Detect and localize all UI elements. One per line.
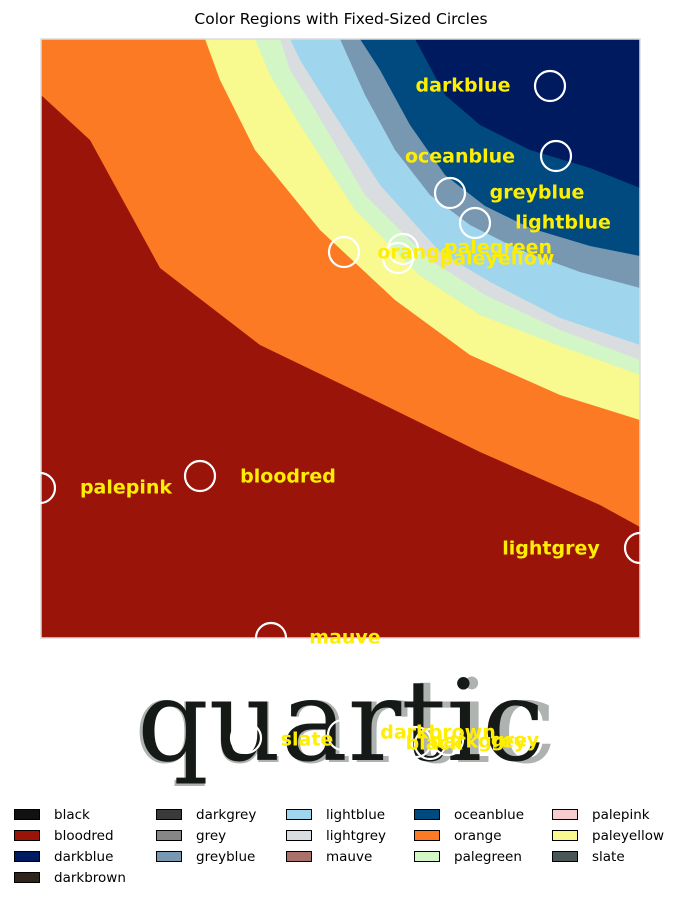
legend-item-lightblue: lightblue xyxy=(286,804,386,825)
legend-label: paleyellow xyxy=(592,827,664,844)
legend-item-darkbrown: darkbrown xyxy=(14,867,126,888)
legend-column: oceanblue orange palegreen xyxy=(414,804,524,867)
legend-swatch xyxy=(414,809,440,820)
legend-swatch xyxy=(286,851,312,862)
legend-item-oceanblue: oceanblue xyxy=(414,804,524,825)
legend-item-lightgrey: lightgrey xyxy=(286,825,386,846)
legend-swatch xyxy=(414,851,440,862)
legend-label: grey xyxy=(196,827,227,844)
legend-swatch xyxy=(14,872,40,883)
legend-label: bloodred xyxy=(54,827,114,844)
top-circle-orange xyxy=(327,235,361,269)
legend-item-black: black xyxy=(14,804,126,825)
legend-label: slate xyxy=(592,848,625,865)
legend-item-palepink: palepink xyxy=(552,804,664,825)
legend-swatch xyxy=(156,851,182,862)
bottom-label-darkbrown: darkbrown xyxy=(380,722,496,744)
legend-label: palepink xyxy=(592,806,650,823)
legend-swatch xyxy=(414,830,440,841)
top-circle-lightgrey xyxy=(623,531,657,565)
legend-column: lightblue lightgrey mauve xyxy=(286,804,386,867)
legend-label: greyblue xyxy=(196,848,256,865)
bottom-circle-grey xyxy=(413,727,447,761)
legend-swatch xyxy=(14,809,40,820)
legend-item-slate: slate xyxy=(552,846,664,867)
legend-label: darkblue xyxy=(54,848,114,865)
top-panel-border xyxy=(40,38,641,639)
bottom-circle-slate xyxy=(229,721,263,755)
top-circle-greyblue xyxy=(433,176,467,210)
legend-label: darkgrey xyxy=(196,806,257,823)
bottom-label-grey: grey xyxy=(491,730,540,752)
legend-item-palegreen: palegreen xyxy=(414,846,524,867)
legend-label: lightgrey xyxy=(326,827,387,844)
legend-swatch xyxy=(156,809,182,820)
top-circle-oceanblue xyxy=(539,139,573,173)
top-label-lightgrey: lightgrey xyxy=(502,538,600,560)
legend-item-darkgrey: darkgrey xyxy=(156,804,256,825)
bottom-label-slate: slate xyxy=(281,729,334,751)
top-panel-regions xyxy=(41,39,640,638)
word-image: quartic xyxy=(137,657,545,787)
legend-column: palepink paleyellow slate xyxy=(552,804,664,867)
legend-swatch xyxy=(552,809,578,820)
legend-swatch xyxy=(552,830,578,841)
top-label-lightblue: lightblue xyxy=(515,212,611,234)
legend-item-paleyellow: paleyellow xyxy=(552,825,664,846)
top-label-palepink: palepink xyxy=(80,477,172,499)
bottom-circle-darkgrey xyxy=(431,723,465,757)
top-circle-lightblue xyxy=(458,206,492,240)
top-label-paleyellow: paleyellow xyxy=(440,248,555,270)
top-circle-bloodred xyxy=(183,459,217,493)
legend-swatch xyxy=(286,830,312,841)
bottom-circle-darkbrown xyxy=(326,718,360,752)
legend-label: lightblue xyxy=(326,806,386,823)
top-circle-paleyellow xyxy=(381,241,415,275)
legend-swatch xyxy=(14,851,40,862)
legend-label: oceanblue xyxy=(454,806,524,823)
top-circle-darkblue xyxy=(533,69,567,103)
legend-label: mauve xyxy=(326,848,373,865)
top-label-bloodred: bloodred xyxy=(240,466,336,488)
bottom-panel-circles xyxy=(229,718,465,761)
legend-swatch xyxy=(156,830,182,841)
top-panel-labels: darkblue oceanblue greyblue lightblue orange… xyxy=(80,75,611,649)
legend-item-greyblue: greyblue xyxy=(156,846,256,867)
top-label-orange: orange xyxy=(377,242,452,264)
top-label-darkblue: darkblue xyxy=(416,75,511,97)
legend-column: darkgrey grey greyblue xyxy=(156,804,256,867)
legend-item-orange: orange xyxy=(414,825,524,846)
legend: black bloodred darkblue darkbrown darkgrey gr… xyxy=(14,804,679,890)
word-shadow: quartic xyxy=(134,655,556,790)
chart-title: Color Regions with Fixed-Sized Circles xyxy=(194,10,487,28)
top-circle-palegreen xyxy=(386,232,420,266)
legend-item-bloodred: bloodred xyxy=(14,825,126,846)
bottom-panel-word-image: quartic quartic xyxy=(134,655,556,790)
top-label-palegreen: palegreen xyxy=(444,237,552,259)
bottom-circle-black xyxy=(399,725,433,759)
top-panel-circles xyxy=(23,69,657,655)
legend-item-mauve: mauve xyxy=(286,846,386,867)
region-darkblue xyxy=(415,39,640,188)
legend-label: darkbrown xyxy=(54,869,126,886)
legend-column: black bloodred darkblue darkbrown xyxy=(14,804,126,888)
top-circle-mauve xyxy=(254,621,288,655)
legend-swatch xyxy=(14,830,40,841)
legend-label: orange xyxy=(454,827,502,844)
bottom-label-black: black xyxy=(406,733,463,755)
top-circle-palepink xyxy=(23,471,57,505)
legend-swatch xyxy=(286,809,312,820)
legend-swatch xyxy=(552,851,578,862)
top-label-greyblue: greyblue xyxy=(490,182,585,204)
legend-label: black xyxy=(54,806,90,823)
legend-item-grey: grey xyxy=(156,825,256,846)
top-label-mauve: mauve xyxy=(309,627,380,649)
legend-label: palegreen xyxy=(454,848,522,865)
top-label-oceanblue: oceanblue xyxy=(405,146,515,168)
legend-item-darkblue: darkblue xyxy=(14,846,126,867)
bottom-label-darkgrey: darkgrey xyxy=(430,731,527,753)
